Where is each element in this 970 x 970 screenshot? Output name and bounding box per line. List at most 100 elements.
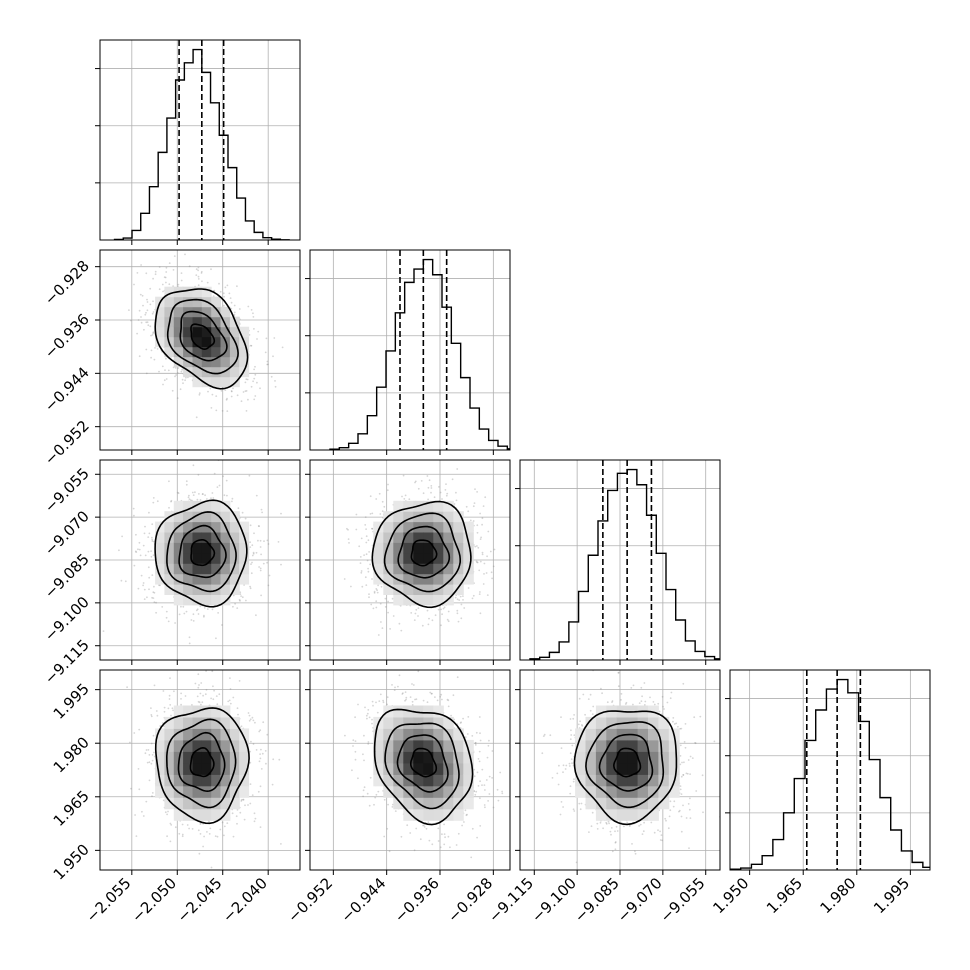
scatter-point <box>250 572 253 575</box>
scatter-point <box>165 266 168 269</box>
scatter-point <box>153 540 155 543</box>
scatter-point <box>149 287 152 290</box>
scatter-point <box>257 330 260 333</box>
scatter-point <box>225 398 228 401</box>
density-cell <box>393 542 404 554</box>
density-cell <box>373 573 384 585</box>
scatter-point <box>231 500 233 503</box>
contour-1_0-1 <box>179 310 228 362</box>
scatter-point <box>194 682 197 685</box>
scatter-point <box>184 666 186 668</box>
scatter-point <box>417 615 419 617</box>
scatter-point <box>190 619 193 621</box>
scatter-point <box>211 608 214 611</box>
scatter-point <box>230 307 233 310</box>
density-cell <box>201 521 212 533</box>
density-cell <box>211 306 222 318</box>
scatter-point <box>414 480 417 483</box>
scatter-point <box>371 512 374 515</box>
scatter-point <box>162 383 164 386</box>
scatter-point <box>210 866 213 869</box>
density-cell <box>229 326 240 338</box>
scatter-point <box>254 373 257 376</box>
scatter-point <box>375 588 378 590</box>
scatter-point <box>274 380 276 382</box>
panel-2-0: −9.115−9.100−9.085−9.070−9.055 <box>41 459 301 688</box>
scatter-point <box>259 546 262 548</box>
scatter-point <box>155 601 158 604</box>
scatter-point <box>258 525 260 528</box>
scatter-point <box>472 520 475 522</box>
scatter-point <box>244 804 246 807</box>
scatter-point <box>233 311 236 314</box>
y-tick-label-2-1: −9.100 <box>41 593 93 645</box>
scatter-point <box>247 712 250 714</box>
density-cell <box>239 521 250 533</box>
scatter-point <box>360 570 363 572</box>
scatter-point <box>369 513 372 515</box>
scatter-point <box>194 491 196 494</box>
density-cell <box>183 552 193 564</box>
scatter-point <box>168 283 171 286</box>
density-cell <box>229 521 240 533</box>
density-cell <box>211 563 222 575</box>
density-cell <box>403 573 414 585</box>
scatter-point <box>180 279 183 282</box>
scatter-point <box>242 798 245 801</box>
scatter-point <box>253 532 255 535</box>
scatter-point <box>156 500 159 503</box>
scatter-point <box>215 637 217 640</box>
density-cell <box>183 563 193 575</box>
contour-1_0-3 <box>154 288 249 390</box>
scatter-point <box>493 548 496 551</box>
density-cell <box>373 552 384 564</box>
scatter-point <box>181 378 184 381</box>
scatter-point <box>270 375 273 378</box>
scatter-point <box>491 577 493 580</box>
scatter-point <box>455 491 457 494</box>
scatter-point <box>182 382 184 385</box>
scatter-point <box>431 619 434 622</box>
scatter-point <box>165 271 168 273</box>
density-cell <box>433 500 444 512</box>
scatter-point <box>204 494 207 497</box>
density-cell <box>463 573 474 585</box>
scatter-point <box>139 293 142 296</box>
scatter-point <box>144 525 146 528</box>
density-cell <box>393 511 404 523</box>
scatter-point <box>485 572 488 574</box>
scatter-point <box>347 528 349 531</box>
scatter-point <box>200 272 203 274</box>
density-cell <box>164 563 175 575</box>
scatter-point <box>154 273 157 276</box>
density-cell <box>211 500 222 512</box>
scatter-point <box>264 750 267 752</box>
density-cell <box>453 573 464 585</box>
scatter-point <box>467 587 470 589</box>
scatter-point <box>380 585 383 588</box>
scatter-point <box>171 389 174 392</box>
scatter-point <box>232 605 234 608</box>
scatter-point <box>184 695 187 697</box>
contour-1_0-2 <box>166 298 239 375</box>
density-cell <box>239 552 250 564</box>
scatter-point <box>398 622 401 625</box>
scatter-point <box>373 592 376 594</box>
scatter-point <box>211 492 214 494</box>
density-cell <box>201 542 212 554</box>
density-cell <box>453 521 464 533</box>
density-cell <box>192 511 203 523</box>
scatter-point <box>197 278 200 280</box>
scatter-point <box>208 833 211 835</box>
scatter-point <box>252 552 255 555</box>
scatter-point <box>404 494 407 497</box>
scatter-point <box>233 313 236 316</box>
scatter-point <box>455 499 458 502</box>
scatter-point <box>252 743 255 745</box>
scatter-point <box>236 285 238 288</box>
density-cell <box>192 552 203 564</box>
scatter-point <box>260 508 263 511</box>
scatter-point <box>471 597 474 600</box>
scatter-point <box>162 799 165 802</box>
scatter-point <box>163 276 166 279</box>
